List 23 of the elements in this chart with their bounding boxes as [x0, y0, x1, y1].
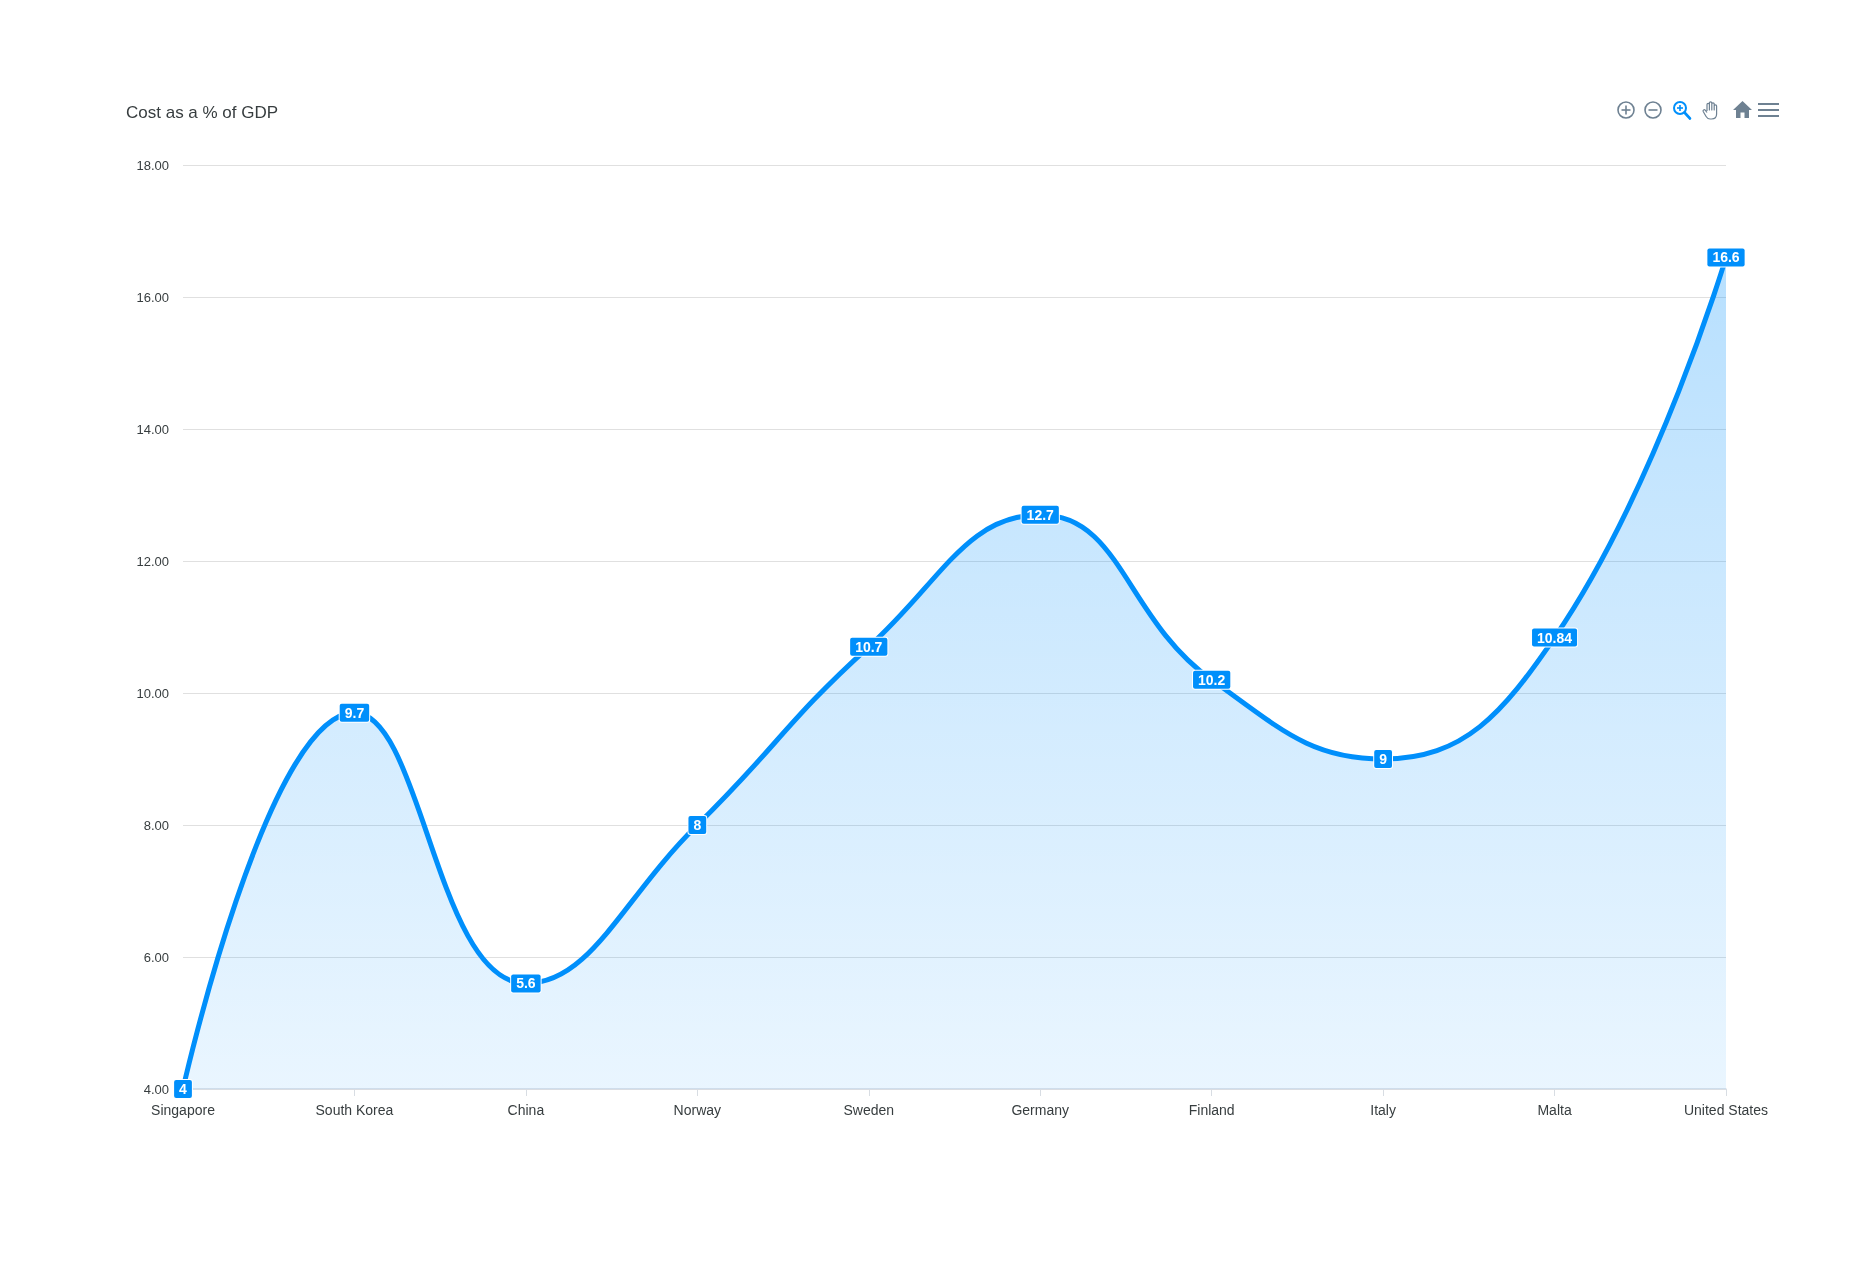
chart-title: Cost as a % of GDP	[126, 103, 279, 122]
y-tick-label: 16.00	[136, 289, 169, 305]
data-label: 10.84	[1537, 629, 1573, 646]
y-tick-label: 8.00	[143, 817, 169, 833]
x-tick-label: China	[507, 1102, 545, 1118]
x-tick-label: South Korea	[315, 1102, 394, 1118]
y-tick-label: 4.00	[143, 1081, 169, 1097]
x-tick-label: Singapore	[151, 1102, 216, 1118]
data-label: 9	[1379, 751, 1388, 767]
y-tick-label: 14.00	[136, 421, 169, 437]
x-tick-label: Germany	[1011, 1102, 1070, 1118]
y-tick-label: 10.00	[136, 685, 169, 701]
y-tick-label: 18.00	[136, 157, 169, 173]
x-tick-label: Italy	[1370, 1102, 1396, 1118]
x-tick-label: Norway	[673, 1102, 722, 1118]
data-label: 8	[693, 817, 702, 833]
y-tick-label: 12.00	[136, 553, 169, 569]
x-tick-label: Finland	[1188, 1102, 1235, 1118]
data-label: 4	[179, 1081, 188, 1097]
x-tick-label: Sweden	[843, 1102, 895, 1118]
y-tick-label: 6.00	[143, 949, 169, 965]
x-tick-label: United States	[1683, 1102, 1769, 1118]
x-tick-label: Malta	[1537, 1102, 1572, 1118]
